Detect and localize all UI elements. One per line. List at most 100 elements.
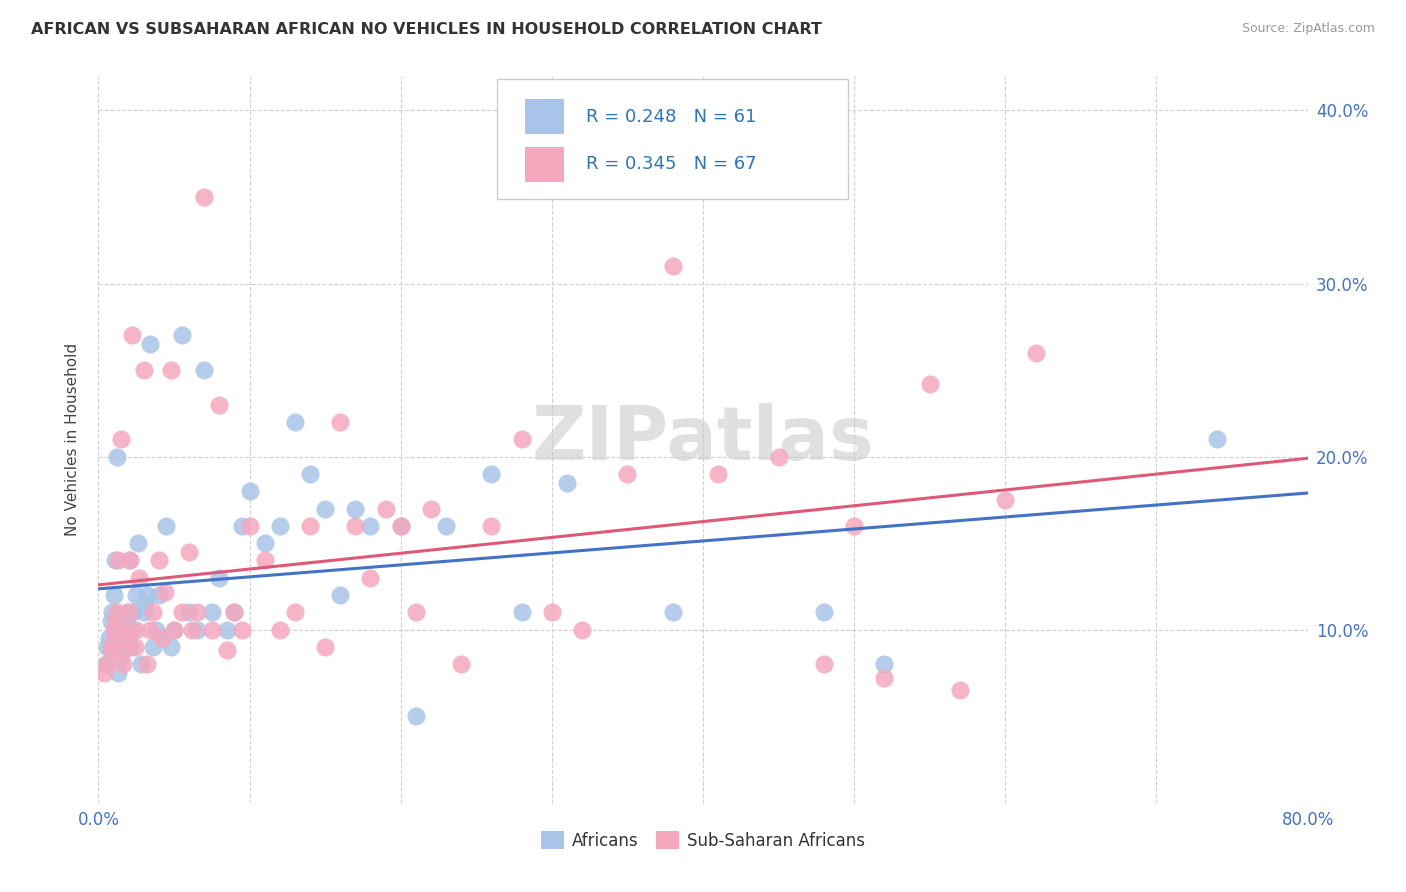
Point bbox=[108, 654, 131, 668]
Point bbox=[104, 614, 127, 628]
Text: R = 0.248   N = 61: R = 0.248 N = 61 bbox=[586, 108, 756, 126]
Point bbox=[994, 492, 1017, 507]
Point bbox=[813, 657, 835, 672]
Point bbox=[142, 640, 165, 654]
Point bbox=[121, 623, 143, 637]
Point bbox=[98, 632, 121, 646]
Point bbox=[110, 432, 132, 446]
Point bbox=[103, 623, 125, 637]
Point bbox=[224, 606, 246, 620]
Point bbox=[127, 536, 149, 550]
Point bbox=[540, 606, 562, 620]
Point bbox=[405, 709, 427, 723]
Point bbox=[239, 484, 262, 499]
Point bbox=[100, 643, 122, 657]
Point bbox=[314, 640, 336, 654]
Point bbox=[122, 606, 145, 620]
Point bbox=[181, 623, 204, 637]
Point bbox=[101, 636, 124, 650]
Point bbox=[132, 606, 155, 620]
Point bbox=[112, 643, 135, 657]
Point bbox=[269, 623, 291, 637]
Point bbox=[135, 657, 157, 672]
Point bbox=[707, 467, 730, 481]
Point bbox=[231, 623, 253, 637]
Point bbox=[215, 643, 238, 657]
Point bbox=[344, 519, 367, 533]
Point bbox=[510, 432, 533, 446]
Point bbox=[571, 623, 593, 637]
Point bbox=[201, 606, 224, 620]
FancyBboxPatch shape bbox=[526, 99, 564, 135]
Point bbox=[844, 519, 866, 533]
Point bbox=[208, 571, 231, 585]
Point bbox=[186, 606, 208, 620]
Point bbox=[481, 467, 503, 481]
Point bbox=[170, 328, 193, 343]
Point bbox=[93, 665, 115, 680]
Point bbox=[111, 632, 134, 646]
Point bbox=[121, 328, 143, 343]
Point bbox=[269, 519, 291, 533]
Y-axis label: No Vehicles in Household: No Vehicles in Household bbox=[65, 343, 80, 536]
Text: Source: ZipAtlas.com: Source: ZipAtlas.com bbox=[1241, 22, 1375, 36]
Point bbox=[142, 606, 165, 620]
Point bbox=[434, 519, 457, 533]
Text: AFRICAN VS SUBSAHARAN AFRICAN NO VEHICLES IN HOUSEHOLD CORRELATION CHART: AFRICAN VS SUBSAHARAN AFRICAN NO VEHICLE… bbox=[31, 22, 821, 37]
Point bbox=[284, 606, 307, 620]
Point bbox=[873, 671, 896, 685]
Point bbox=[110, 640, 132, 654]
Point bbox=[450, 657, 472, 672]
Point bbox=[329, 415, 352, 429]
Point bbox=[481, 519, 503, 533]
Point bbox=[510, 606, 533, 620]
Point bbox=[299, 467, 322, 481]
Point bbox=[949, 683, 972, 698]
Point bbox=[284, 415, 307, 429]
Point bbox=[153, 584, 176, 599]
Point bbox=[112, 623, 135, 637]
Point bbox=[128, 571, 150, 585]
Point bbox=[155, 519, 177, 533]
Point bbox=[105, 450, 128, 464]
Point bbox=[163, 623, 186, 637]
Point bbox=[125, 623, 148, 637]
Point bbox=[132, 363, 155, 377]
Point bbox=[118, 606, 141, 620]
Point bbox=[314, 501, 336, 516]
Point bbox=[160, 363, 183, 377]
Point bbox=[1024, 345, 1046, 359]
Point bbox=[201, 623, 224, 637]
Point bbox=[94, 657, 117, 672]
Point bbox=[329, 588, 352, 602]
Legend: Africans, Sub-Saharan Africans: Africans, Sub-Saharan Africans bbox=[534, 825, 872, 856]
Point bbox=[105, 606, 128, 620]
Point bbox=[100, 614, 122, 628]
Point bbox=[344, 501, 367, 516]
Point bbox=[208, 398, 231, 412]
Point bbox=[148, 553, 170, 567]
Point bbox=[231, 519, 253, 533]
Point bbox=[145, 623, 167, 637]
Point bbox=[661, 259, 683, 273]
Point bbox=[111, 657, 134, 672]
Point bbox=[170, 606, 193, 620]
Text: R = 0.345   N = 67: R = 0.345 N = 67 bbox=[586, 155, 756, 173]
Point bbox=[193, 190, 215, 204]
Point bbox=[139, 337, 162, 351]
Point bbox=[107, 553, 129, 567]
Point bbox=[160, 640, 183, 654]
Point bbox=[1206, 432, 1229, 446]
Point bbox=[101, 606, 124, 620]
Point bbox=[253, 536, 276, 550]
Point bbox=[104, 553, 127, 567]
Point bbox=[360, 571, 382, 585]
Point bbox=[813, 606, 835, 620]
Point bbox=[135, 588, 157, 602]
Point bbox=[103, 588, 125, 602]
Point bbox=[139, 623, 162, 637]
Point bbox=[389, 519, 412, 533]
Point bbox=[179, 545, 201, 559]
Point bbox=[120, 553, 142, 567]
Point bbox=[96, 657, 118, 672]
